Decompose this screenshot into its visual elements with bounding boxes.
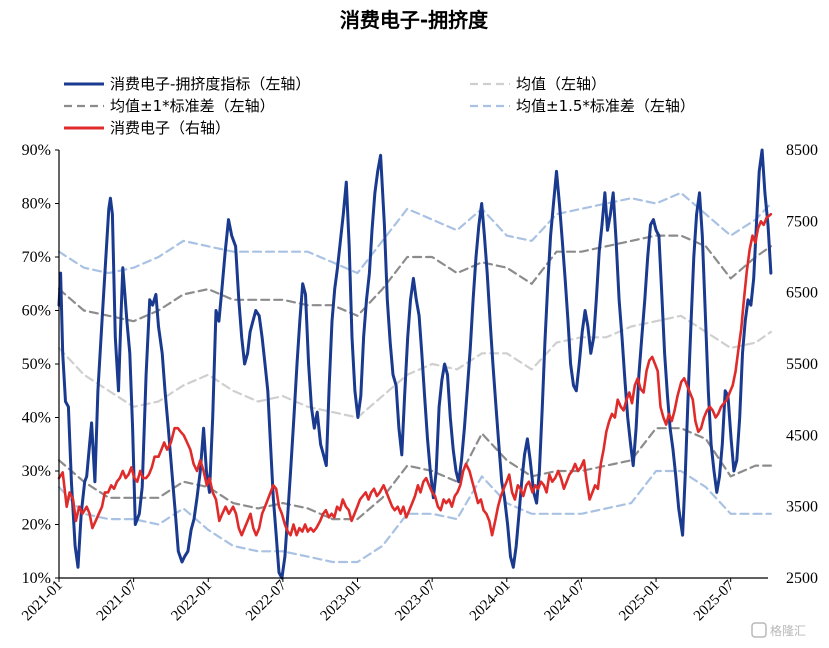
left-tick-label: 50% — [22, 356, 51, 373]
legend: 消费电子-拥挤度指标（左轴） 均值（左轴） 均值±1*标准差（左轴） 均值±1.5*标… — [64, 75, 695, 137]
x-tick-label: 2024-01 — [467, 578, 514, 625]
x-tick-label: 2023-01 — [318, 578, 365, 625]
left-tick-label: 90% — [22, 142, 51, 159]
right-tick-label: 2500 — [786, 570, 818, 587]
right-tick-label: 8500 — [786, 142, 818, 159]
legend-label: 均值（左轴） — [516, 75, 606, 93]
plot-area — [57, 148, 773, 580]
series-line-0-0 — [57, 148, 773, 580]
left-tick-label: 10% — [22, 570, 51, 587]
legend-label: 均值±1.5*标准差（左轴） — [516, 97, 695, 115]
left-tick-label: 70% — [22, 249, 51, 266]
x-tick-label: 2025-07 — [691, 577, 738, 624]
legend-label: 均值±1*标准差（左轴） — [110, 97, 275, 115]
right-tick-label: 5500 — [786, 356, 818, 373]
x-tick-label: 2023-07 — [392, 577, 439, 624]
left-tick-label: 80% — [22, 196, 51, 213]
watermark-logo-icon — [751, 622, 767, 638]
series-line-3-0 — [57, 191, 772, 275]
left-tick-label: 60% — [22, 303, 51, 320]
series-line-2-1 — [57, 427, 772, 521]
left-tick-label: 40% — [22, 410, 51, 427]
chart-title: 消费电子-拥挤度 — [340, 8, 489, 32]
legend-label: 消费电子-拥挤度指标（左轴） — [110, 75, 310, 93]
left-tick-label: 30% — [22, 463, 51, 480]
series-line-4-0 — [57, 212, 773, 537]
watermark-text: 格隆汇 — [770, 623, 806, 638]
left-tick-label: 20% — [22, 517, 51, 534]
x-tick-label: 2022-01 — [168, 578, 215, 625]
x-tick-label: 2021-07 — [94, 577, 141, 624]
right-tick-label: 4500 — [786, 427, 818, 444]
series-line-1-0 — [57, 314, 772, 419]
right-tick-label: 3500 — [786, 499, 818, 516]
watermark: 格隆汇 — [751, 622, 806, 638]
x-tick-label: 2024-07 — [542, 577, 589, 624]
right-tick-label: 7500 — [786, 213, 818, 230]
series-line-3-1 — [57, 469, 772, 564]
legend-label: 消费电子（右轴） — [110, 119, 230, 137]
x-tick-label: 2025-01 — [616, 578, 663, 625]
right-tick-label: 6500 — [786, 285, 818, 302]
x-tick-label: 2022-07 — [243, 577, 290, 624]
series-line-2-0 — [57, 234, 772, 323]
